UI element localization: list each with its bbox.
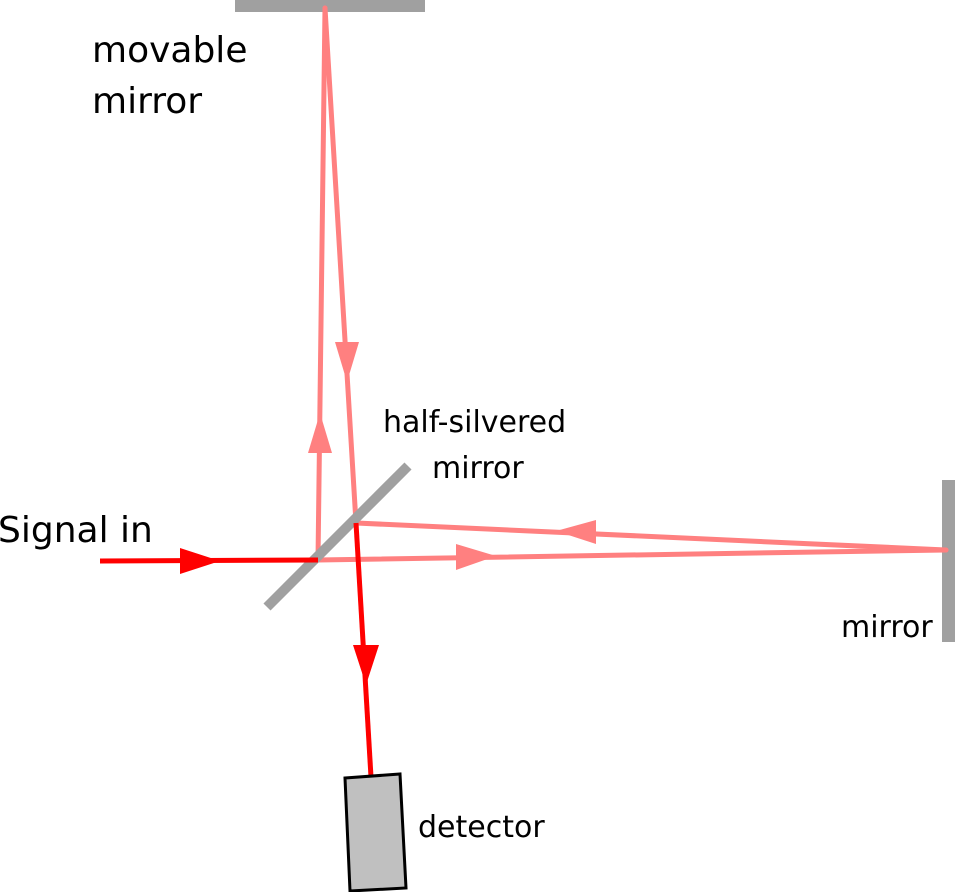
half-silvered-label-line1: half-silvered — [383, 405, 566, 440]
arrow-right-icon — [180, 548, 220, 574]
signal-in-label: Signal in — [0, 510, 153, 551]
beam-up-to-movable-mirror — [315, 5, 328, 563]
beam-down-from-movable-mirror — [322, 5, 359, 526]
strong-arrowheads — [180, 548, 379, 685]
arrow-left-icon — [556, 520, 596, 544]
beam-to-fixed-mirror — [315, 547, 949, 563]
half-silvered-mirror — [263, 462, 412, 611]
arrow-down-icon — [353, 645, 379, 685]
arrow-right-icon — [456, 544, 496, 570]
movable-mirror-label-line2: mirror — [92, 81, 202, 122]
movable-mirror — [235, 0, 425, 12]
fixed-mirror-label: mirror — [841, 610, 933, 645]
detector-label: detector — [418, 810, 545, 845]
movable-mirror-label-line1: movable — [92, 30, 247, 71]
faint-arrowheads — [308, 342, 596, 570]
arrow-down-icon — [335, 342, 359, 382]
arrow-up-icon — [308, 413, 332, 453]
faint-beams — [315, 5, 949, 563]
fixed-mirror — [942, 480, 955, 642]
beam-return-from-fixed-mirror — [353, 520, 949, 553]
detector-body — [343, 772, 408, 892]
half-silvered-label-line2: mirror — [432, 451, 524, 486]
